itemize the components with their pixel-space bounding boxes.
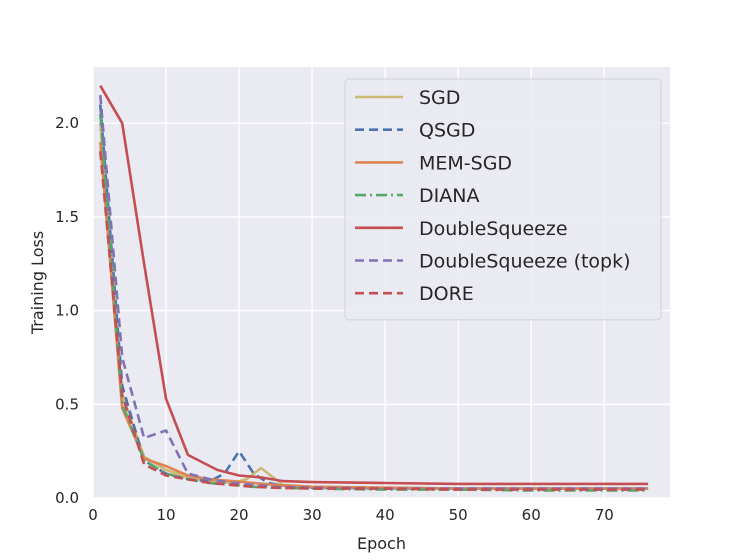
y-tick-label: 0.5 [55, 395, 79, 413]
legend: SGD QSGD MEM-SGD DIANA DoubleSqueeze DoubleSq… [344, 78, 662, 321]
series-line-diana [99, 113, 649, 492]
legend-entry-label: QSGD [419, 120, 475, 142]
legend-entry-label: DoubleSqueeze (topk) [419, 251, 631, 273]
x-tick-label: 30 [303, 506, 322, 524]
y-tick-label: 1.5 [55, 208, 79, 226]
series-line-doublesqueeze [99, 85, 649, 486]
y-ticks: 0.0 0.5 1.0 1.5 2.0 [55, 114, 79, 507]
x-tick-label: 70 [595, 506, 614, 524]
x-tick-label: 0 [88, 506, 98, 524]
legend-entry-label: DORE [419, 283, 474, 305]
legend-entry-label: SGD [419, 87, 460, 109]
x-ticks: 0 10 20 30 40 50 60 70 [88, 506, 614, 524]
legend-entry-label: DIANA [419, 185, 479, 207]
series-line-mem-sgd [99, 141, 649, 490]
series-layer [99, 85, 649, 492]
x-tick-label: 50 [449, 506, 468, 524]
y-tick-label: 1.0 [55, 302, 79, 320]
x-tick-label: 10 [156, 506, 175, 524]
x-axis-label: Epoch [357, 534, 406, 553]
legend-box [344, 78, 662, 321]
series-line-doublesqueeze-topk [99, 94, 649, 490]
y-tick-label: 2.0 [55, 114, 79, 132]
x-tick-label: 40 [376, 506, 395, 524]
x-tick-label: 20 [230, 506, 249, 524]
series-line-dore [99, 151, 649, 491]
legend-entry-label: MEM-SGD [419, 152, 512, 174]
legend-entry-label: DoubleSqueeze [419, 218, 568, 240]
x-tick-label: 60 [522, 506, 541, 524]
y-axis-label: Training Loss [28, 231, 47, 335]
y-tick-label: 0.0 [55, 489, 79, 507]
